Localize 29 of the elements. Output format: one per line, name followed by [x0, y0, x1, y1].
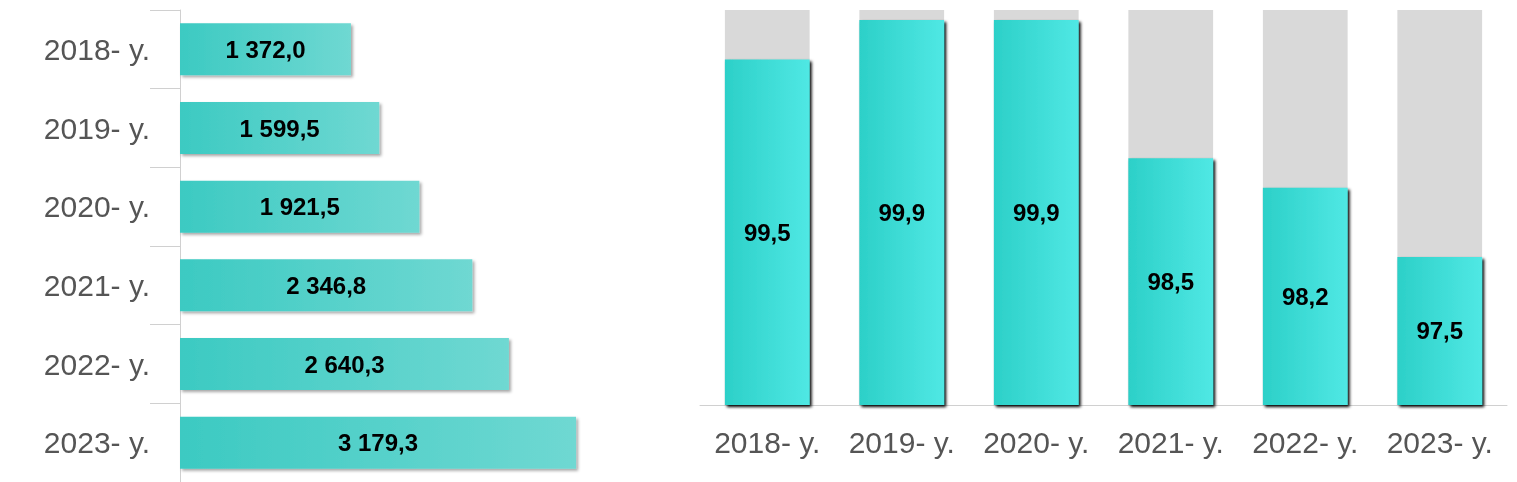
data-label: 1 372,0 — [225, 35, 306, 63]
x-tick-label: 2022- y. — [1252, 425, 1359, 459]
y-tick-label: 2020- y. — [43, 190, 150, 224]
x-tick-label: 2023- y. — [1386, 425, 1493, 459]
data-label: 3 179,3 — [337, 429, 419, 457]
bar — [180, 102, 380, 154]
data-label: 1 921,5 — [259, 193, 340, 221]
bar — [180, 180, 420, 233]
data-label: 2 640,3 — [304, 350, 385, 378]
bar — [180, 338, 509, 390]
bar — [180, 259, 473, 312]
x-tick-label: 2018- y. — [714, 425, 821, 459]
y-tick-label: 2022- y. — [43, 347, 150, 381]
y-tick-label: 2021- y. — [43, 268, 150, 302]
bar — [180, 23, 351, 76]
data-label: 98,2 — [1281, 282, 1329, 310]
x-tick-label: 2019- y. — [848, 425, 955, 459]
data-label: 2 346,8 — [286, 271, 367, 299]
y-tick-label: 2019- y. — [43, 111, 150, 145]
data-label: 99,5 — [743, 218, 791, 246]
data-label: 99,9 — [878, 198, 926, 226]
data-label: 97,5 — [1416, 317, 1464, 345]
x-tick-label: 2020- y. — [983, 425, 1090, 459]
data-label: 1 599,5 — [239, 114, 320, 142]
y-tick-label: 2018- y. — [43, 32, 150, 66]
bar — [180, 416, 577, 469]
data-label: 98,5 — [1147, 268, 1195, 296]
x-tick-label: 2021- y. — [1117, 425, 1224, 459]
data-label: 99,9 — [1012, 198, 1060, 226]
